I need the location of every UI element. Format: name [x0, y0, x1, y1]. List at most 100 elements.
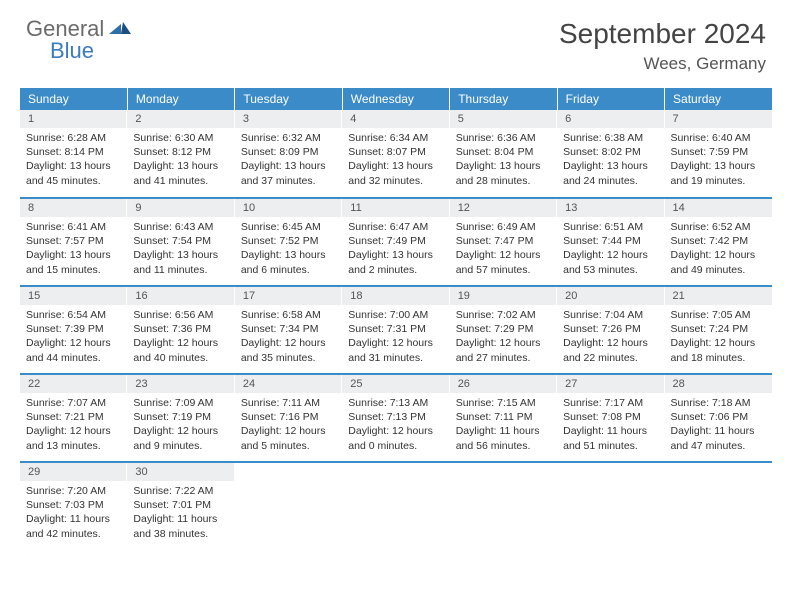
- day-number: 20: [557, 287, 664, 305]
- calendar-row: 22 Sunrise: 7:07 AM Sunset: 7:21 PM Dayl…: [20, 374, 772, 462]
- calendar-cell: 1 Sunrise: 6:28 AM Sunset: 8:14 PM Dayli…: [20, 110, 127, 198]
- calendar-cell: 11 Sunrise: 6:47 AM Sunset: 7:49 PM Dayl…: [342, 198, 449, 286]
- day-details: Sunrise: 7:15 AM Sunset: 7:11 PM Dayligh…: [450, 393, 557, 457]
- day-details: Sunrise: 6:30 AM Sunset: 8:12 PM Dayligh…: [127, 128, 234, 192]
- calendar-row: 1 Sunrise: 6:28 AM Sunset: 8:14 PM Dayli…: [20, 110, 772, 198]
- day-details: Sunrise: 6:40 AM Sunset: 7:59 PM Dayligh…: [665, 128, 772, 192]
- calendar-cell: 19 Sunrise: 7:02 AM Sunset: 7:29 PM Dayl…: [450, 286, 557, 374]
- day-details: Sunrise: 7:17 AM Sunset: 7:08 PM Dayligh…: [557, 393, 664, 457]
- calendar-cell: 20 Sunrise: 7:04 AM Sunset: 7:26 PM Dayl…: [557, 286, 664, 374]
- day-details: Sunrise: 6:28 AM Sunset: 8:14 PM Dayligh…: [20, 128, 127, 192]
- calendar-table: Sunday Monday Tuesday Wednesday Thursday…: [20, 88, 772, 550]
- calendar-cell-empty: [450, 462, 557, 550]
- day-details: Sunrise: 6:58 AM Sunset: 7:34 PM Dayligh…: [235, 305, 342, 369]
- calendar-cell-empty: [557, 462, 664, 550]
- calendar-cell: 16 Sunrise: 6:56 AM Sunset: 7:36 PM Dayl…: [127, 286, 234, 374]
- location-label: Wees, Germany: [559, 54, 766, 74]
- day-number: 14: [665, 199, 772, 217]
- day-details: Sunrise: 7:18 AM Sunset: 7:06 PM Dayligh…: [665, 393, 772, 457]
- day-details: Sunrise: 6:52 AM Sunset: 7:42 PM Dayligh…: [665, 217, 772, 281]
- weekday-header: Friday: [557, 88, 664, 110]
- calendar-cell: 5 Sunrise: 6:36 AM Sunset: 8:04 PM Dayli…: [450, 110, 557, 198]
- day-number: 4: [342, 110, 449, 128]
- day-number: 1: [20, 110, 127, 128]
- calendar-cell: 6 Sunrise: 6:38 AM Sunset: 8:02 PM Dayli…: [557, 110, 664, 198]
- day-number: 13: [557, 199, 664, 217]
- day-details: Sunrise: 6:54 AM Sunset: 7:39 PM Dayligh…: [20, 305, 127, 369]
- calendar-cell: 21 Sunrise: 7:05 AM Sunset: 7:24 PM Dayl…: [665, 286, 772, 374]
- day-details: Sunrise: 6:47 AM Sunset: 7:49 PM Dayligh…: [342, 217, 449, 281]
- calendar-cell: 3 Sunrise: 6:32 AM Sunset: 8:09 PM Dayli…: [235, 110, 342, 198]
- calendar-row: 8 Sunrise: 6:41 AM Sunset: 7:57 PM Dayli…: [20, 198, 772, 286]
- calendar-cell: 23 Sunrise: 7:09 AM Sunset: 7:19 PM Dayl…: [127, 374, 234, 462]
- calendar-row: 15 Sunrise: 6:54 AM Sunset: 7:39 PM Dayl…: [20, 286, 772, 374]
- calendar-cell: 15 Sunrise: 6:54 AM Sunset: 7:39 PM Dayl…: [20, 286, 127, 374]
- day-details: Sunrise: 6:38 AM Sunset: 8:02 PM Dayligh…: [557, 128, 664, 192]
- day-number: 22: [20, 375, 127, 393]
- calendar-cell: 12 Sunrise: 6:49 AM Sunset: 7:47 PM Dayl…: [450, 198, 557, 286]
- month-title: September 2024: [559, 18, 766, 50]
- weekday-header: Saturday: [665, 88, 772, 110]
- day-details: Sunrise: 7:07 AM Sunset: 7:21 PM Dayligh…: [20, 393, 127, 457]
- calendar-cell: 2 Sunrise: 6:30 AM Sunset: 8:12 PM Dayli…: [127, 110, 234, 198]
- calendar-cell: 29 Sunrise: 7:20 AM Sunset: 7:03 PM Dayl…: [20, 462, 127, 550]
- weekday-header: Thursday: [450, 88, 557, 110]
- day-number: 10: [235, 199, 342, 217]
- calendar-cell: 27 Sunrise: 7:17 AM Sunset: 7:08 PM Dayl…: [557, 374, 664, 462]
- day-number: 18: [342, 287, 449, 305]
- day-details: Sunrise: 7:02 AM Sunset: 7:29 PM Dayligh…: [450, 305, 557, 369]
- calendar-cell-empty: [342, 462, 449, 550]
- calendar-cell: 18 Sunrise: 7:00 AM Sunset: 7:31 PM Dayl…: [342, 286, 449, 374]
- calendar-cell: 17 Sunrise: 6:58 AM Sunset: 7:34 PM Dayl…: [235, 286, 342, 374]
- calendar-cell: 30 Sunrise: 7:22 AM Sunset: 7:01 PM Dayl…: [127, 462, 234, 550]
- day-details: Sunrise: 6:41 AM Sunset: 7:57 PM Dayligh…: [20, 217, 127, 281]
- calendar-row: 29 Sunrise: 7:20 AM Sunset: 7:03 PM Dayl…: [20, 462, 772, 550]
- calendar-cell: 25 Sunrise: 7:13 AM Sunset: 7:13 PM Dayl…: [342, 374, 449, 462]
- day-details: Sunrise: 7:09 AM Sunset: 7:19 PM Dayligh…: [127, 393, 234, 457]
- weekday-header-row: Sunday Monday Tuesday Wednesday Thursday…: [20, 88, 772, 110]
- day-number: 6: [557, 110, 664, 128]
- day-number: 3: [235, 110, 342, 128]
- day-number: 23: [127, 375, 234, 393]
- day-details: Sunrise: 6:43 AM Sunset: 7:54 PM Dayligh…: [127, 217, 234, 281]
- day-details: Sunrise: 6:56 AM Sunset: 7:36 PM Dayligh…: [127, 305, 234, 369]
- day-details: Sunrise: 6:49 AM Sunset: 7:47 PM Dayligh…: [450, 217, 557, 281]
- day-number: 17: [235, 287, 342, 305]
- calendar-cell: 10 Sunrise: 6:45 AM Sunset: 7:52 PM Dayl…: [235, 198, 342, 286]
- calendar-cell: 7 Sunrise: 6:40 AM Sunset: 7:59 PM Dayli…: [665, 110, 772, 198]
- day-details: Sunrise: 7:13 AM Sunset: 7:13 PM Dayligh…: [342, 393, 449, 457]
- day-number: 27: [557, 375, 664, 393]
- day-number: 21: [665, 287, 772, 305]
- day-details: Sunrise: 7:22 AM Sunset: 7:01 PM Dayligh…: [127, 481, 234, 545]
- day-number: 2: [127, 110, 234, 128]
- day-number: 11: [342, 199, 449, 217]
- weekday-header: Sunday: [20, 88, 127, 110]
- day-number: 25: [342, 375, 449, 393]
- day-number: 29: [20, 463, 127, 481]
- calendar-cell: 9 Sunrise: 6:43 AM Sunset: 7:54 PM Dayli…: [127, 198, 234, 286]
- calendar-cell-empty: [665, 462, 772, 550]
- day-number: 19: [450, 287, 557, 305]
- day-number: 30: [127, 463, 234, 481]
- day-details: Sunrise: 7:00 AM Sunset: 7:31 PM Dayligh…: [342, 305, 449, 369]
- day-details: Sunrise: 7:05 AM Sunset: 7:24 PM Dayligh…: [665, 305, 772, 369]
- day-number: 8: [20, 199, 127, 217]
- day-number: 24: [235, 375, 342, 393]
- day-details: Sunrise: 6:34 AM Sunset: 8:07 PM Dayligh…: [342, 128, 449, 192]
- weekday-header: Tuesday: [235, 88, 342, 110]
- weekday-header: Wednesday: [342, 88, 449, 110]
- day-number: 26: [450, 375, 557, 393]
- day-details: Sunrise: 7:20 AM Sunset: 7:03 PM Dayligh…: [20, 481, 127, 545]
- calendar-cell-empty: [235, 462, 342, 550]
- calendar-cell: 4 Sunrise: 6:34 AM Sunset: 8:07 PM Dayli…: [342, 110, 449, 198]
- day-details: Sunrise: 7:04 AM Sunset: 7:26 PM Dayligh…: [557, 305, 664, 369]
- day-details: Sunrise: 6:36 AM Sunset: 8:04 PM Dayligh…: [450, 128, 557, 192]
- logo-icon: [109, 23, 131, 40]
- calendar-cell: 24 Sunrise: 7:11 AM Sunset: 7:16 PM Dayl…: [235, 374, 342, 462]
- day-number: 28: [665, 375, 772, 393]
- day-number: 9: [127, 199, 234, 217]
- day-number: 7: [665, 110, 772, 128]
- day-number: 15: [20, 287, 127, 305]
- day-number: 16: [127, 287, 234, 305]
- calendar-cell: 22 Sunrise: 7:07 AM Sunset: 7:21 PM Dayl…: [20, 374, 127, 462]
